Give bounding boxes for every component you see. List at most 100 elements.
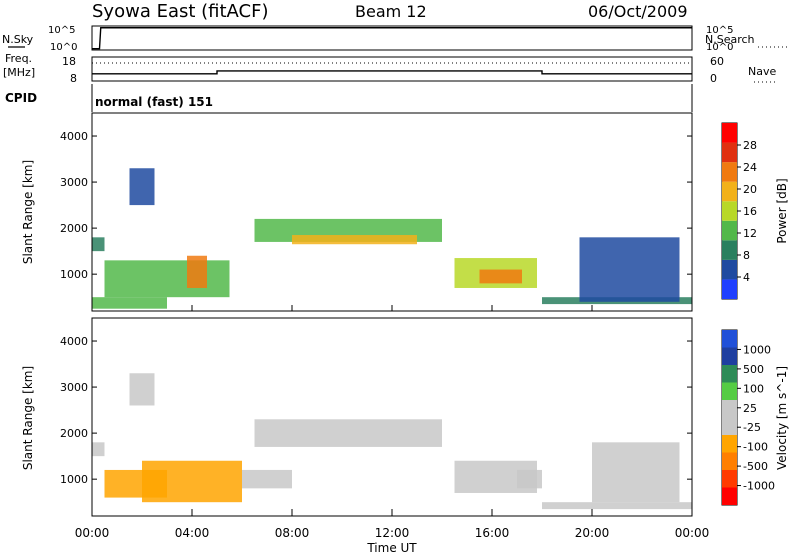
velocity-xtick-label-4: 16:00 (475, 526, 510, 540)
power-y-label: Slant Range [km] (21, 160, 35, 264)
velocity-data (92, 373, 692, 510)
power-colorbar-label: Power [dB] (775, 178, 789, 243)
nave-label: Nave (748, 65, 776, 78)
power-region-8 (479, 269, 522, 284)
velocity-colorbar-bin-9 (722, 330, 737, 348)
power-x-tickmarks (91, 305, 693, 311)
power-region-4 (129, 168, 155, 206)
power-region-3 (187, 255, 207, 288)
velocity-colorbar-label-6: -500 (743, 460, 768, 473)
velocity-colorbar-bin-5 (722, 400, 737, 418)
velocity-colorbar-label-4: -25 (743, 421, 761, 434)
velocity-colorbar-bin-6 (722, 382, 737, 400)
velocity-colorbar-label-5: -100 (743, 441, 768, 454)
beam-label: Beam 12 (355, 2, 427, 21)
nave-tick-bottom: 0 (710, 72, 717, 85)
power-colorbar-label-1: 24 (743, 161, 757, 174)
power-colorbar-label-0: 28 (743, 139, 757, 152)
velocity-colorbar-label-0: 1000 (743, 343, 771, 356)
velocity-colorbar-bin-8 (722, 347, 737, 365)
nsky-tick-bottom: 10^0 (50, 42, 77, 53)
power-colorbar-bin-2 (722, 240, 737, 260)
velocity-colorbar (722, 330, 737, 505)
velocity-region-7 (517, 469, 542, 489)
nsearch-label: N.Search (705, 33, 755, 46)
freq-unit-label: [MHz] (3, 66, 35, 79)
velocity-xtick-label-2: 08:00 (275, 526, 310, 540)
velocity-colorbar-label-2: 100 (743, 382, 764, 395)
power-panel: 1000 2000 3000 4000 Slant Range [km] 28 24 20… (21, 112, 789, 312)
velocity-xtick-label-5: 20:00 (575, 526, 610, 540)
power-colorbar-bin-4 (722, 201, 737, 221)
velocity-ytick-label-3: 4000 (60, 335, 88, 348)
frequency-panel: Freq. [MHz] 18 8 60 0 Nave (3, 52, 776, 85)
frequency-panel-frame (91, 56, 693, 82)
velocity-colorbar-ticks: 1000 500 100 25 -25 -100 -500 -1000 (737, 343, 775, 493)
velocity-colorbar-label-1: 500 (743, 363, 764, 376)
power-y-ticks: 1000 2000 3000 4000 (60, 130, 692, 281)
velocity-panel: 1000 2000 3000 4000 00:00 04:00 08:00 12:00 16:… (21, 317, 789, 554)
power-region-2 (104, 260, 230, 298)
time-axis-label: Time UT (366, 541, 417, 554)
velocity-colorbar-bin-7 (722, 365, 737, 383)
velocity-colorbar-bin-3 (722, 435, 737, 453)
power-colorbar-bin-5 (722, 181, 737, 202)
velocity-y-ticks: 1000 2000 3000 4000 (60, 335, 692, 486)
power-region-10 (579, 237, 680, 302)
power-colorbar-bin-0 (722, 279, 737, 299)
velocity-ytick-label-0: 1000 (60, 473, 88, 486)
power-colorbar-bin-8 (722, 123, 737, 143)
noise-panel: N.Sky N.Search 10^5 10^0 10^5 10^0 (2, 25, 790, 53)
power-ytick-label-1: 2000 (60, 222, 88, 235)
velocity-xtick-label-6: 00:00 (675, 526, 710, 540)
nave-tick-top: 60 (710, 55, 724, 68)
velocity-colorbar-label-7: -1000 (743, 480, 775, 493)
power-colorbar-bin-6 (722, 162, 737, 182)
date-label: 06/Oct/2009 (588, 2, 688, 21)
frequency-series-0 (92, 70, 692, 75)
velocity-colorbar-bin-4 (722, 417, 737, 435)
velocity-colorbar-bin-2 (722, 452, 737, 470)
nsky-tick-top: 10^5 (48, 25, 75, 36)
velocity-region-8 (542, 502, 692, 510)
velocity-xtick-label-0: 00:00 (75, 526, 110, 540)
velocity-region-4 (242, 469, 292, 489)
power-ytick-label-3: 4000 (60, 130, 88, 143)
power-colorbar-bin-7 (722, 142, 737, 163)
noise-series-0 (92, 27, 692, 50)
power-colorbar-label-2: 20 (743, 183, 757, 196)
velocity-colorbar-bin-0 (722, 487, 737, 505)
velocity-ytick-label-2: 3000 (60, 381, 88, 394)
nsearch-tick-top: 10^5 (706, 25, 733, 36)
freq-tick-bottom: 8 (70, 72, 77, 85)
velocity-region-5 (254, 419, 442, 447)
nsearch-tick-bottom: 10^0 (706, 42, 733, 53)
nsky-label: N.Sky (2, 33, 34, 46)
frequency-series (92, 62, 692, 75)
power-region-1 (92, 297, 167, 309)
power-colorbar-label-6: 4 (743, 271, 750, 284)
power-ytick-label-2: 3000 (60, 176, 88, 189)
freq-tick-top: 18 (62, 55, 76, 68)
power-colorbar-label-4: 12 (743, 227, 757, 240)
velocity-x-ticks: 00:00 04:00 08:00 12:00 16:00 20:00 00:00 (75, 509, 710, 540)
velocity-xtick-label-3: 12:00 (375, 526, 410, 540)
power-colorbar-bin-1 (722, 259, 737, 280)
velocity-region-3 (129, 373, 155, 406)
velocity-colorbar-bin-1 (722, 470, 737, 488)
power-region-6 (292, 235, 417, 245)
power-region-0 (92, 237, 105, 252)
freq-label: Freq. (5, 52, 32, 65)
velocity-colorbar-label: Velocity [m s^-1] (775, 366, 789, 470)
power-colorbar-bin-3 (722, 220, 737, 241)
noise-panel-frame (91, 25, 693, 51)
noise-series (92, 27, 692, 50)
velocity-region-9 (592, 442, 680, 503)
power-ytick-label-0: 1000 (60, 268, 88, 281)
power-data (92, 168, 692, 309)
power-colorbar-ticks: 28 24 20 16 12 8 4 (737, 139, 757, 284)
power-colorbar-label-5: 8 (743, 249, 750, 262)
cpid-label: CPID (5, 91, 37, 105)
velocity-y-label: Slant Range [km] (21, 366, 35, 470)
